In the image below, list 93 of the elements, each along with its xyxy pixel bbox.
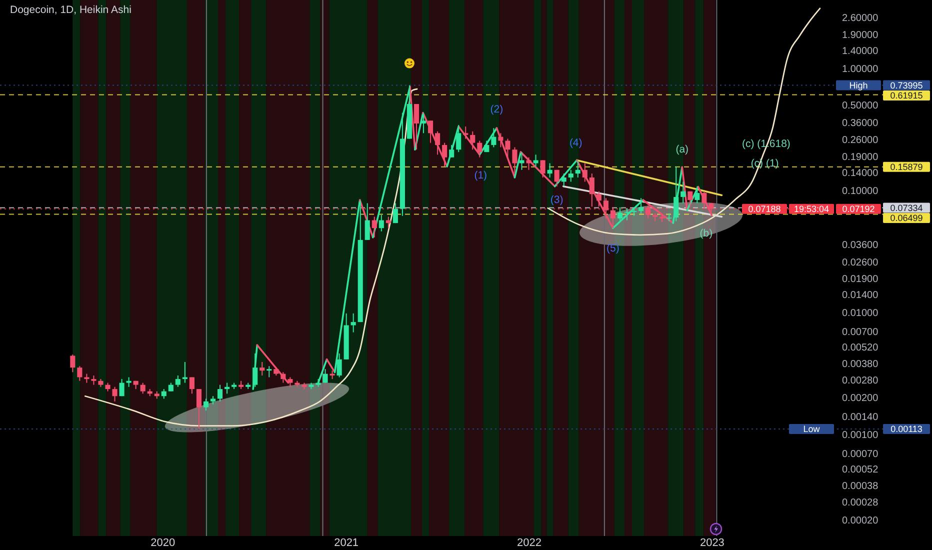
- y-tick-label: 0.14000: [842, 168, 879, 180]
- y-tick-label: 0.00200: [842, 393, 879, 404]
- y-tick-label: 1.40000: [842, 46, 879, 58]
- x-tick-label: 2023: [700, 537, 724, 549]
- y-tick-label: 1.90000: [842, 30, 879, 41]
- candlestick: [540, 160, 546, 178]
- candlestick: [119, 378, 124, 397]
- y-tick-label: 0.00520: [842, 342, 879, 354]
- ref-line-label: 0.07192: [842, 204, 875, 214]
- candlestick: [161, 388, 166, 400]
- candlestick: [568, 169, 574, 182]
- candlestick: [70, 354, 76, 373]
- ref-line-label: 0.15879: [890, 162, 923, 172]
- annotation: Low: [803, 424, 820, 434]
- candlestick: [182, 361, 188, 384]
- annotation: 0.07188: [748, 204, 781, 214]
- y-tick-label: 0.19000: [842, 152, 879, 163]
- candlestick: [428, 120, 434, 144]
- candlestick: [505, 138, 510, 158]
- y-tick-label: 0.26000: [842, 135, 879, 146]
- candlestick: [364, 202, 370, 240]
- candlestick: [91, 374, 96, 386]
- candlestick: [617, 206, 623, 221]
- y-tick-label: 0.00100: [842, 430, 879, 441]
- y-tick-label: 0.00380: [842, 359, 879, 370]
- y-tick-label: 0.00070: [842, 448, 879, 460]
- y-tick-label: 0.02600: [842, 257, 879, 268]
- candlestick: [175, 374, 180, 388]
- candlestick: [624, 208, 630, 221]
- ref-line-label: 0.61915: [890, 90, 923, 100]
- candlestick: [582, 162, 588, 182]
- candlestick: [554, 169, 560, 187]
- candlestick: [218, 384, 223, 402]
- candlestick: [196, 388, 202, 430]
- y-tick-label: 0.01900: [842, 274, 879, 285]
- ref-line-label: 0.07334: [890, 202, 923, 213]
- ref-line-label: 0.06499: [890, 212, 923, 223]
- y-tick-label: 0.01400: [842, 290, 879, 302]
- y-tick-label: 0.10000: [842, 186, 879, 197]
- candlestick: [596, 190, 602, 208]
- candlestick: [224, 382, 230, 394]
- annotation: (a): [676, 144, 689, 156]
- candlestick: [386, 216, 391, 229]
- x-tick-label: 2021: [334, 537, 359, 549]
- candlestick: [84, 373, 90, 384]
- candlestick: [266, 366, 272, 378]
- candlestick: [350, 312, 356, 333]
- candlestick: [702, 190, 707, 210]
- candlestick: [203, 398, 209, 412]
- y-tick-label: 2.60000: [842, 13, 879, 24]
- y-tick-label: 0.00140: [842, 412, 879, 424]
- y-tick-label: 0.01000: [842, 308, 879, 319]
- y-tick-label: 0.00700: [842, 326, 879, 338]
- candlestick: [589, 173, 594, 208]
- candlestick: [547, 162, 552, 178]
- candlestick: [77, 366, 82, 382]
- line-series: [84, 88, 418, 426]
- annotation: 19:53:04: [794, 204, 830, 214]
- candlestick: [674, 166, 679, 222]
- candlestick: [260, 361, 265, 376]
- x-tick-label: 2022: [517, 537, 542, 549]
- candlestick: [140, 382, 146, 394]
- candlestick: [470, 130, 476, 150]
- annotation: (4): [569, 136, 582, 149]
- y-tick-label: 0.03600: [842, 240, 879, 252]
- candlestick: [378, 214, 384, 232]
- candlestick: [189, 376, 194, 394]
- y-tick-label: 0.00028: [842, 497, 879, 508]
- ref-line-label: 0.00113: [890, 424, 922, 434]
- annotation: (5): [606, 242, 620, 255]
- candlestick: [392, 202, 398, 224]
- candlestick: [435, 130, 440, 156]
- candlestick: [449, 144, 454, 158]
- chart-title: Dogecoin, 1D, Heikin Ashi: [10, 4, 132, 16]
- annotation: (1): [474, 169, 488, 182]
- y-tick-label: 1.00000: [842, 64, 879, 75]
- y-tick-label: 0.00020: [842, 515, 879, 526]
- annotation: (2): [490, 103, 504, 116]
- x-tick-label: 2020: [150, 537, 176, 549]
- ref-line-label: 0.73995: [890, 80, 923, 90]
- candlestick: [126, 376, 132, 388]
- candlestick: [526, 156, 532, 170]
- y-tick-label: 0.36000: [842, 118, 879, 129]
- annotation: (3): [550, 194, 564, 206]
- candlestick: [112, 386, 118, 402]
- y-tick-label: 0.00280: [842, 375, 879, 386]
- candlestick: [603, 198, 608, 219]
- annotation: High: [849, 80, 868, 90]
- y-tick-label: 0.50000: [842, 100, 879, 112]
- y-tick-label: 0.00052: [842, 464, 879, 476]
- candlestick: [533, 154, 538, 167]
- y-tick-label: 0.00038: [842, 481, 879, 492]
- candlestick: [646, 205, 651, 219]
